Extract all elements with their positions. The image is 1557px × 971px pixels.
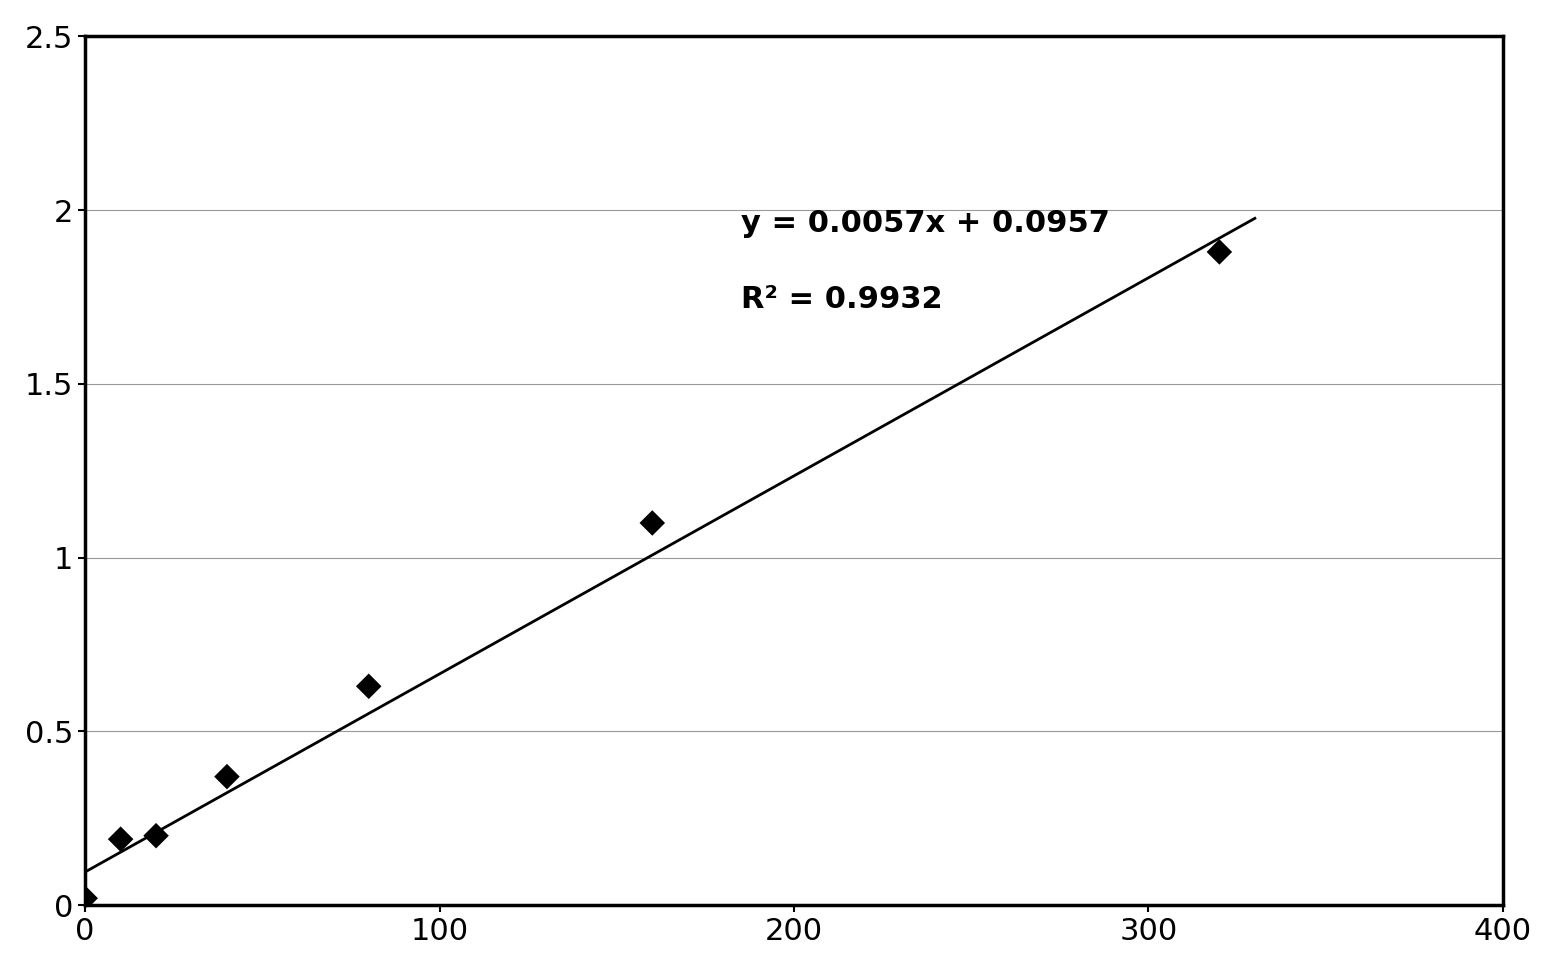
Point	[107, 831, 132, 847]
Point	[357, 679, 381, 694]
Point	[1207, 244, 1232, 259]
Point	[640, 516, 665, 531]
Point	[215, 769, 240, 785]
Text: R² = 0.9932: R² = 0.9932	[741, 285, 942, 315]
Point	[143, 828, 168, 844]
Point	[73, 890, 98, 906]
Text: y = 0.0057x + 0.0957: y = 0.0057x + 0.0957	[741, 209, 1110, 238]
